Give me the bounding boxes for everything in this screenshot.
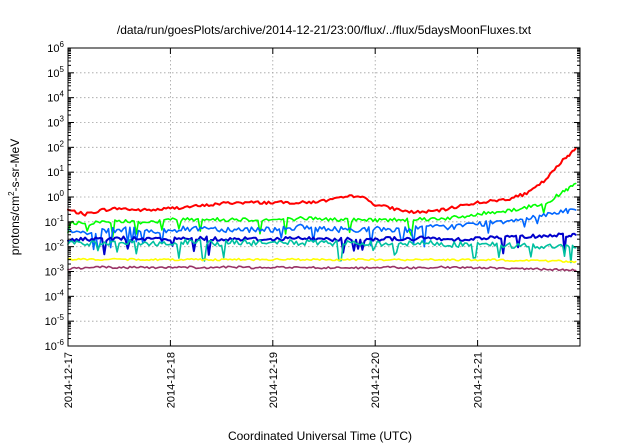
series-lines bbox=[67, 147, 577, 272]
y-tick-label: 10-2 bbox=[45, 239, 65, 254]
series-line bbox=[67, 207, 577, 251]
y-tick-label: 10-1 bbox=[45, 214, 65, 229]
y-tick-label: 106 bbox=[47, 40, 64, 55]
y-tick-label: 102 bbox=[47, 139, 64, 154]
x-tick-label: 2014-12-20 bbox=[370, 352, 382, 408]
y-axis-label: protons/cm2-s-sr-MeV bbox=[7, 139, 22, 255]
series-line bbox=[67, 232, 577, 256]
x-tick-label: 2014-12-21 bbox=[473, 352, 485, 408]
y-axis-label-sup: 2 bbox=[7, 191, 16, 196]
y-axis-label-post: -s-sr-MeV bbox=[8, 139, 22, 192]
y-tick-label: 10-3 bbox=[45, 264, 65, 279]
y-tick-label: 104 bbox=[47, 90, 64, 105]
series-line bbox=[67, 182, 577, 238]
y-axis-label-pre: protons/cm bbox=[8, 196, 22, 255]
chart-title: /data/run/goesPlots/archive/2014-12-21/2… bbox=[117, 23, 532, 37]
series-line bbox=[67, 265, 577, 272]
x-axis-label: Coordinated Universal Time (UTC) bbox=[228, 429, 412, 443]
series-line bbox=[67, 257, 577, 264]
y-tick-label: 100 bbox=[47, 189, 64, 204]
y-tick-label: 10-4 bbox=[45, 288, 65, 303]
y-tick-label: 10-5 bbox=[45, 313, 65, 328]
x-tick-label: 2014-12-19 bbox=[268, 352, 280, 408]
x-tick-label: 2014-12-17 bbox=[63, 352, 75, 408]
y-tick-label: 103 bbox=[47, 115, 64, 130]
y-tick-label: 10-6 bbox=[45, 338, 65, 353]
y-tick-label: 105 bbox=[47, 65, 64, 80]
grid bbox=[68, 48, 580, 346]
x-tick-label: 2014-12-18 bbox=[165, 352, 177, 408]
ticks: 10-6 10-5 10-4 10-3 10-2 10-1 100 101 102 103 104 1… bbox=[45, 40, 580, 408]
series-line bbox=[67, 238, 577, 264]
series-line bbox=[67, 147, 577, 217]
y-tick-label: 101 bbox=[47, 164, 64, 179]
